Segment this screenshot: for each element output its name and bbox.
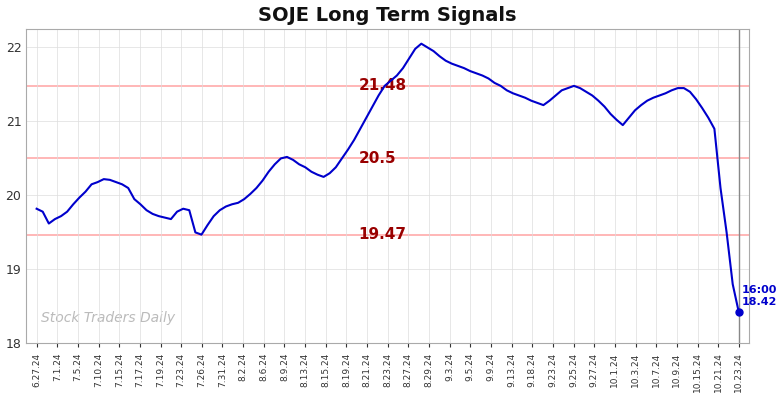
- Text: Stock Traders Daily: Stock Traders Daily: [41, 310, 175, 324]
- Text: 20.5: 20.5: [359, 151, 397, 166]
- Text: 16:00
18.42: 16:00 18.42: [742, 285, 777, 307]
- Title: SOJE Long Term Signals: SOJE Long Term Signals: [259, 6, 517, 25]
- Point: [732, 309, 745, 316]
- Text: 19.47: 19.47: [359, 227, 407, 242]
- Text: 21.48: 21.48: [359, 78, 407, 94]
